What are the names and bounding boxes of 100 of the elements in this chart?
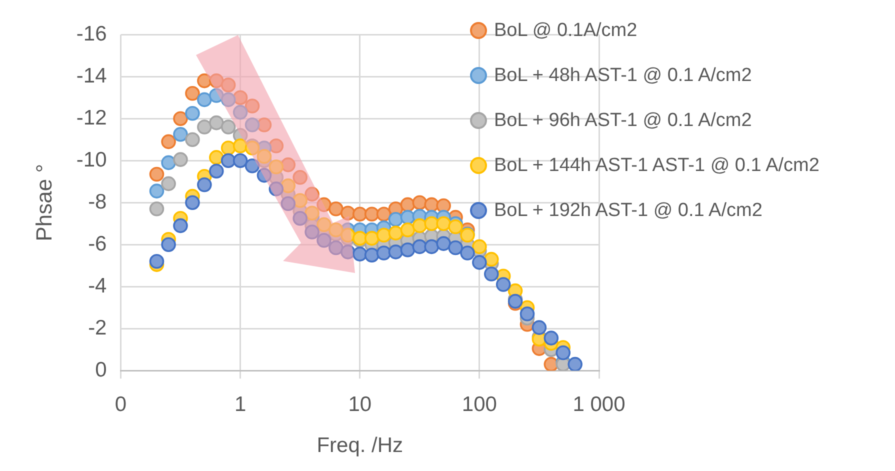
point: [328, 202, 344, 216]
y-tick-label: -12: [76, 106, 107, 130]
point: [280, 178, 296, 194]
x-tick-label: 10: [348, 392, 372, 416]
legend-label: BoL + 96h AST-1 @ 0.1 A/cm2: [494, 110, 752, 132]
point: [185, 86, 200, 101]
point: [556, 345, 571, 360]
point: [185, 132, 200, 147]
point: [400, 222, 416, 238]
y-tick-label: -4: [88, 274, 108, 298]
y-tick-label: -6: [88, 232, 107, 256]
point: [388, 244, 404, 260]
point: [149, 166, 164, 182]
point: [568, 356, 582, 371]
legend-label: BoL + 192h AST-1 @ 0.1 A/cm2: [494, 200, 762, 222]
point: [400, 242, 416, 258]
point: [352, 206, 368, 222]
point: [256, 149, 272, 164]
point: [304, 224, 320, 240]
point: [364, 248, 380, 262]
y-tick-label: -8: [88, 190, 107, 214]
point: [436, 216, 451, 231]
point: [364, 206, 380, 222]
point: [340, 244, 356, 260]
point: [340, 206, 356, 220]
point: [304, 206, 320, 220]
point: [161, 237, 176, 252]
point: [328, 222, 344, 238]
point: [544, 356, 559, 371]
x-tick-label: 1 000: [572, 392, 626, 416]
point: [376, 228, 392, 243]
point: [173, 152, 188, 167]
point: [280, 196, 296, 212]
point: [436, 236, 451, 251]
point: [209, 115, 224, 130]
point: [220, 92, 236, 108]
point: [424, 216, 440, 231]
point: [161, 176, 176, 192]
point: [232, 90, 248, 105]
point: [149, 184, 164, 198]
point: [244, 98, 260, 114]
point: [280, 157, 296, 172]
y-axis-title: Phsae °: [31, 164, 56, 242]
legend-label: BoL @ 0.1A/cm2: [494, 20, 638, 42]
y-tick-label: 0: [95, 358, 107, 382]
legend-label: BoL + 144h AST-1 AST-1 @ 0.1 A/cm2: [494, 154, 820, 176]
point: [388, 226, 404, 240]
point: [209, 164, 224, 178]
point: [197, 120, 212, 134]
point: [292, 170, 308, 185]
point: [197, 177, 212, 192]
y-tick-label: -16: [76, 22, 107, 46]
point: [316, 217, 332, 232]
point: [232, 138, 248, 154]
point: [149, 254, 164, 269]
point: [472, 255, 487, 270]
y-tick-label: -10: [76, 148, 107, 172]
point: [173, 218, 188, 234]
point: [328, 240, 344, 256]
x-tick-label: 1: [234, 392, 246, 416]
point: [209, 73, 224, 88]
point: [268, 138, 284, 154]
y-tick-label: -14: [76, 64, 108, 88]
legend-label: BoL + 48h AST-1 @ 0.1 A/cm2: [494, 64, 752, 86]
point: [304, 186, 320, 202]
point: [197, 92, 212, 108]
point: [520, 306, 535, 322]
point: [173, 126, 188, 142]
point: [412, 218, 428, 234]
point: [496, 277, 511, 292]
point: [424, 239, 440, 254]
point: [161, 134, 176, 150]
point: [544, 330, 559, 346]
point: [388, 212, 404, 227]
point: [352, 230, 368, 246]
point: [256, 118, 272, 132]
point: [460, 246, 475, 260]
point: [292, 210, 308, 226]
point: [472, 239, 487, 254]
point: [244, 118, 260, 132]
x-tick-label: 100: [462, 392, 497, 416]
point: [173, 111, 188, 126]
point: [448, 219, 463, 234]
point: [448, 240, 463, 256]
point: [256, 168, 272, 183]
point: [209, 88, 224, 103]
point: [232, 104, 248, 120]
point: [292, 193, 308, 208]
y-tick-label: -2: [88, 316, 107, 340]
point: [149, 202, 164, 216]
point: [232, 153, 248, 168]
point: [197, 73, 212, 88]
point: [268, 182, 284, 196]
point: [316, 197, 332, 212]
point: [316, 233, 332, 248]
point: [220, 153, 236, 168]
point: [209, 150, 224, 165]
point: [185, 195, 200, 210]
point: [340, 228, 356, 243]
point: [220, 78, 236, 92]
